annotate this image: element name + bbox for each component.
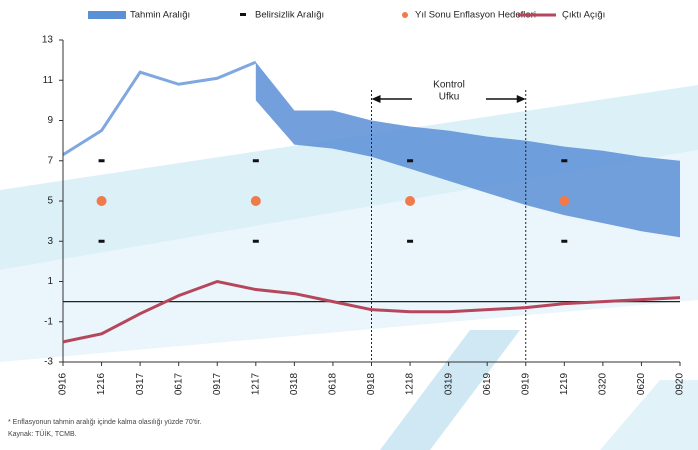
legend-swatch <box>402 12 408 18</box>
x-tick-label: 0318 <box>289 372 300 395</box>
uncertainty-mark <box>561 239 568 243</box>
target-dot <box>250 196 261 206</box>
x-tick-label: 1216 <box>96 372 107 395</box>
uncertainty-mark <box>252 239 259 243</box>
x-tick-label: 0618 <box>328 372 339 395</box>
annotation: Kontrol <box>433 80 465 91</box>
x-tick-label: 0617 <box>173 372 184 395</box>
x-tick-label: 0620 <box>636 372 647 395</box>
x-tick-label: 1217 <box>250 372 261 395</box>
y-tick-label: 9 <box>47 115 53 126</box>
uncertainty-mark <box>98 239 105 243</box>
annotation: Ufku <box>439 92 460 103</box>
x-tick-label: 0917 <box>212 372 223 395</box>
target-dot <box>96 196 107 206</box>
y-tick-label: -3 <box>44 357 53 368</box>
x-tick-label: 1219 <box>559 372 570 395</box>
legend-swatch <box>240 13 246 16</box>
footnote: Kaynak: TÜİK, TCMB. <box>8 429 77 438</box>
y-tick-label: 7 <box>47 155 53 166</box>
y-tick-label: 1 <box>47 276 53 287</box>
x-tick-label: 0916 <box>58 372 69 395</box>
output-gap-line <box>62 279 681 344</box>
x-tick-label: 0919 <box>520 372 531 395</box>
legend-label: Tahmin Aralığı <box>130 10 190 21</box>
y-tick-label: -1 <box>44 316 53 327</box>
target-dot <box>405 196 416 206</box>
uncertainty-mark <box>407 239 414 243</box>
y-tick-label: 5 <box>47 196 53 207</box>
x-tick-label: 1218 <box>405 372 416 395</box>
uncertainty-mark <box>98 159 105 163</box>
legend-label: Yıl Sonu Enflasyon Hedefleri <box>415 10 536 21</box>
x-tick-label: 0317 <box>135 372 146 395</box>
target-dot <box>559 196 570 206</box>
legend-label: Belirsizlik Aralığı <box>255 10 324 21</box>
uncertainty-mark <box>561 159 568 163</box>
legend-label: Çıktı Açığı <box>562 10 605 21</box>
horizon-arrow <box>371 95 381 103</box>
x-tick-label: 0320 <box>598 372 609 395</box>
x-tick-label: 0619 <box>482 372 493 395</box>
uncertainty-mark <box>407 159 414 163</box>
legend-swatch <box>88 11 126 19</box>
horizon-arrow <box>516 95 526 103</box>
inflation-line <box>62 60 257 156</box>
y-tick-label: 3 <box>47 236 53 247</box>
uncertainty-mark <box>252 159 259 163</box>
x-tick-label: 0918 <box>366 372 377 395</box>
forecast-band <box>255 62 680 238</box>
y-tick-label: 11 <box>43 75 54 86</box>
y-tick-label: 13 <box>42 35 54 46</box>
footnote: * Enflasyonun tahmin aralığı içinde kalm… <box>8 419 202 426</box>
x-tick-label: 0319 <box>443 372 454 395</box>
x-tick-label: 0920 <box>675 372 686 395</box>
